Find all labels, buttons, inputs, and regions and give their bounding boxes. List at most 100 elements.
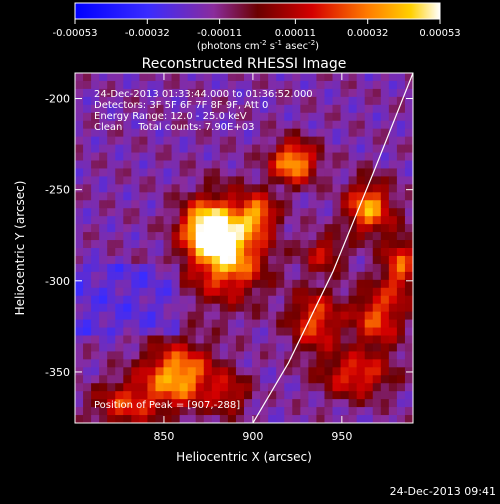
- heatmap-cell: [404, 192, 413, 201]
- heatmap-cell: [316, 391, 326, 400]
- heatmap-cell: [340, 327, 350, 337]
- heatmap-cell: [155, 168, 165, 177]
- heatmap-cell: [300, 96, 309, 106]
- heatmap-cell: [404, 248, 413, 257]
- heatmap-cell: [356, 168, 366, 177]
- heatmap-cell: [308, 136, 318, 146]
- heatmap-cell: [83, 224, 92, 233]
- heatmap-cell: [155, 375, 165, 384]
- heatmap-cell: [147, 287, 157, 297]
- heatmap-cell: [276, 248, 285, 257]
- heatmap-cell: [99, 399, 108, 408]
- heatmap-cell: [316, 415, 326, 423]
- heatmap-cell: [123, 208, 132, 217]
- heatmap-cell: [235, 279, 245, 289]
- heatmap-cell: [83, 327, 92, 337]
- heatmap-cell: [396, 232, 406, 241]
- heatmap-cell: [147, 415, 157, 423]
- heatmap-cell: [396, 271, 406, 281]
- heatmap-cell: [348, 232, 358, 241]
- heatmap-cell: [324, 200, 334, 209]
- heatmap-cell: [252, 391, 261, 400]
- heatmap-cell: [276, 327, 285, 337]
- heatmap-cell: [147, 208, 157, 217]
- heatmap-cell: [91, 383, 100, 392]
- heatmap-cell: [235, 96, 245, 106]
- heatmap-cell: [284, 184, 293, 193]
- heatmap-cell: [396, 351, 406, 360]
- heatmap-cell: [260, 216, 269, 225]
- heatmap-cell: [404, 303, 413, 313]
- heatmap-cell: [211, 359, 221, 368]
- heatmap-cell: [260, 255, 269, 265]
- heatmap-cell: [260, 128, 269, 138]
- heatmap-cell: [316, 73, 326, 82]
- heatmap-cell: [388, 311, 398, 321]
- heatmap-cell: [396, 184, 406, 193]
- heatmap-cell: [75, 168, 84, 177]
- heatmap-cell: [332, 184, 342, 193]
- heatmap-cell: [348, 104, 358, 114]
- heatmap-cell: [276, 96, 285, 106]
- heatmap-cell: [252, 88, 261, 98]
- heatmap-cell: [75, 152, 84, 162]
- heatmap-cell: [308, 112, 318, 122]
- heatmap-cell: [300, 359, 309, 368]
- heatmap-cell: [332, 351, 342, 360]
- heatmap-cell: [147, 311, 157, 321]
- heatmap-cell: [83, 88, 92, 98]
- heatmap-cell: [115, 319, 124, 329]
- heatmap-cell: [83, 192, 92, 201]
- heatmap-cell: [340, 208, 350, 217]
- heatmap-cell: [91, 248, 100, 257]
- heatmap-cell: [75, 200, 84, 209]
- heatmap-cell: [244, 311, 253, 321]
- heatmap-cell: [123, 240, 132, 249]
- heatmap-cell: [404, 232, 413, 241]
- heatmap-cell: [219, 375, 229, 384]
- heatmap-cell: [244, 200, 253, 209]
- heatmap-cell: [235, 255, 245, 265]
- heatmap-cell: [203, 240, 213, 249]
- heatmap-cell: [316, 200, 326, 209]
- heatmap-cell: [107, 375, 116, 384]
- heatmap-cell: [163, 128, 173, 138]
- heatmap-cell: [187, 136, 197, 146]
- heatmap-cell: [171, 96, 181, 106]
- heatmap-cell: [91, 192, 100, 201]
- heatmap-cell: [83, 96, 92, 106]
- heatmap-cell: [324, 128, 334, 138]
- heatmap-cell: [83, 255, 92, 265]
- heatmap-cell: [147, 112, 157, 122]
- heatmap-cell: [388, 295, 398, 305]
- heatmap-cell: [340, 343, 350, 352]
- heatmap-cell: [99, 160, 108, 170]
- heatmap-cell: [131, 263, 140, 273]
- colorbar-ticks: -0.00053 -0.00032 -0.00011 0.00011 0.00032 0.…: [53, 19, 461, 39]
- heatmap-cell: [348, 343, 358, 352]
- heatmap-cell: [300, 248, 309, 257]
- heatmap-cell: [115, 96, 124, 106]
- heatmap-cell: [388, 303, 398, 313]
- heatmap-cell: [147, 319, 157, 329]
- heatmap-cell: [155, 216, 165, 225]
- heatmap-cell: [171, 160, 181, 170]
- heatmap-cell: [316, 184, 326, 193]
- heatmap-cell: [340, 128, 350, 138]
- heatmap-cell: [203, 335, 213, 345]
- heatmap-cell: [139, 415, 149, 423]
- heatmap-cell: [123, 160, 132, 170]
- heatmap-cell: [404, 335, 413, 345]
- heatmap-cell: [292, 327, 301, 337]
- heatmap-cell: [75, 319, 84, 329]
- heatmap-cell: [244, 144, 253, 154]
- heatmap-cell: [324, 303, 334, 313]
- heatmap-cell: [75, 144, 84, 154]
- heatmap-cell: [147, 399, 157, 408]
- heatmap-cell: [388, 144, 398, 154]
- heatmap-cell: [147, 391, 157, 400]
- heatmap-cell: [123, 88, 132, 98]
- heatmap-cell: [203, 263, 213, 273]
- heatmap-cell: [396, 359, 406, 368]
- heatmap-cell: [219, 415, 229, 423]
